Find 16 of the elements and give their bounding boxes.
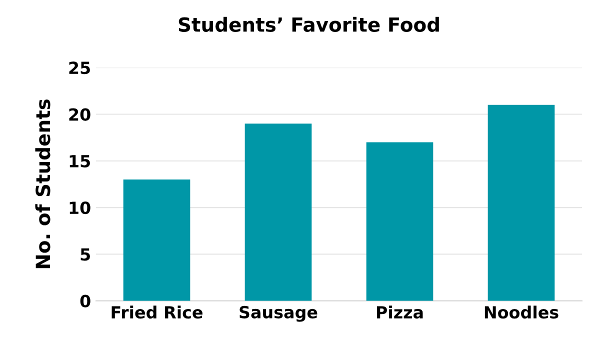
y-tick-label: 10 [70,201,90,214]
bar [488,104,555,301]
chart-title: Students’ Favorite Food [178,16,439,32]
y-tick-label: 0 [80,294,90,308]
bar [366,142,434,301]
bar [244,124,312,301]
y-tick-label: 15 [70,155,90,168]
x-tick-label: Noodles [484,306,558,319]
y-tick-label: 20 [69,108,90,121]
x-tick-label: Pizza [376,306,423,319]
bar [123,180,190,301]
y-axis-title: No. of Students [35,99,50,268]
x-tick-label: Fried Rice [112,306,202,319]
x-tick-label: Sausage [240,306,318,322]
y-tick-label: 25 [69,62,90,74]
y-tick-label: 5 [80,248,90,261]
